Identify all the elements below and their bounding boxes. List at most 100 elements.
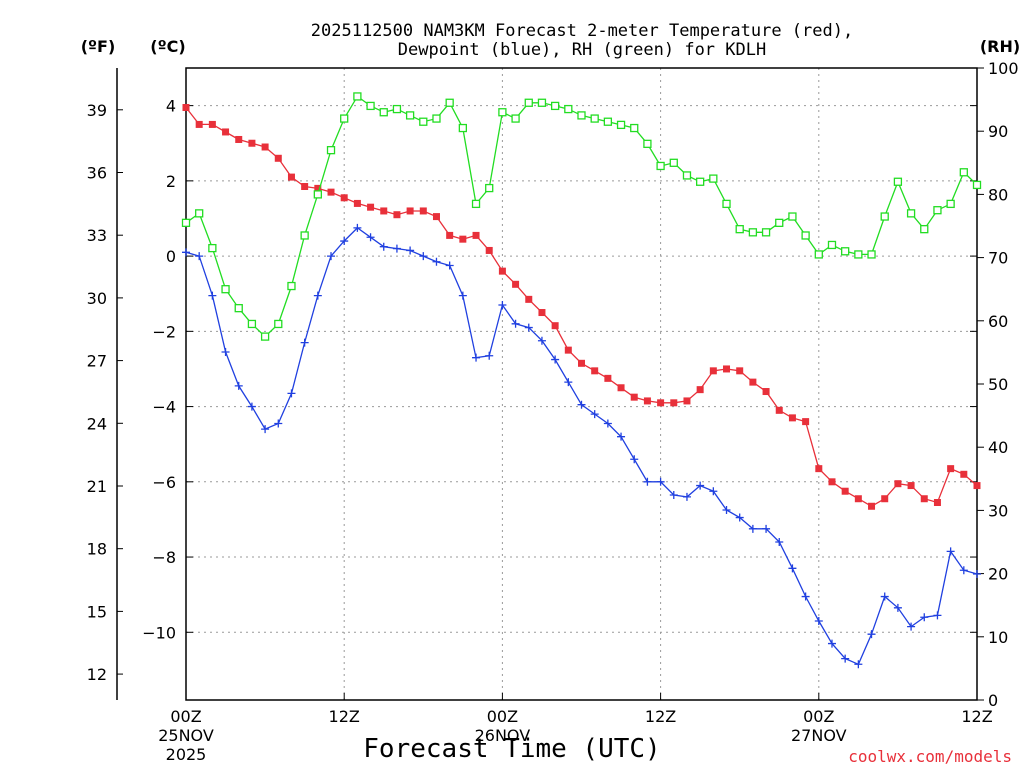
rh-point bbox=[181, 218, 191, 227]
temperature-point bbox=[894, 480, 902, 488]
temperature-point bbox=[657, 399, 665, 407]
rh-point bbox=[195, 209, 204, 218]
fahrenheit-tick-label: 24 bbox=[87, 414, 107, 433]
temperature-point bbox=[604, 374, 612, 382]
dewpoint-point bbox=[379, 242, 388, 251]
dewpoint-point bbox=[366, 233, 375, 242]
celsius-tick-label: −4 bbox=[152, 398, 176, 417]
dewpoint-point bbox=[735, 513, 744, 522]
dewpoint-point bbox=[208, 291, 217, 300]
rh-point bbox=[920, 225, 929, 234]
rh-point bbox=[880, 212, 889, 221]
temperature-point bbox=[393, 211, 401, 219]
temperature-point bbox=[854, 495, 862, 503]
temperature-point bbox=[340, 194, 348, 202]
rh-point bbox=[300, 231, 309, 240]
fahrenheit-tick-label: 30 bbox=[87, 289, 107, 308]
dewpoint-point bbox=[261, 425, 270, 434]
rh-point bbox=[524, 98, 533, 107]
temperature-point bbox=[828, 478, 836, 486]
dewpoint-point bbox=[775, 538, 784, 546]
dewpoint-point bbox=[669, 490, 678, 499]
dewpoint-point bbox=[458, 291, 467, 300]
temperature-point bbox=[630, 393, 638, 401]
dewpoint-point bbox=[841, 654, 850, 663]
dewpoint-point bbox=[827, 639, 836, 648]
dewpoint-point bbox=[524, 323, 533, 332]
grid-lines bbox=[186, 68, 977, 700]
temperature-point bbox=[736, 367, 744, 375]
dewpoint-series-line bbox=[185, 227, 978, 666]
temperature-point bbox=[578, 359, 585, 367]
fahrenheit-tick-label: 27 bbox=[87, 352, 107, 371]
dewpoint-point bbox=[893, 603, 902, 612]
dewpoint-point bbox=[392, 244, 401, 253]
temperature-point bbox=[723, 365, 731, 373]
rh-point bbox=[893, 177, 903, 186]
rh-point bbox=[722, 199, 731, 209]
dewpoint-point bbox=[617, 432, 626, 441]
dewpoint-point bbox=[300, 338, 309, 347]
rh-series-line bbox=[185, 95, 978, 338]
rh-point bbox=[906, 209, 916, 218]
temperature-point bbox=[802, 418, 810, 426]
dewpoint-point bbox=[551, 355, 560, 364]
rh-point bbox=[682, 171, 692, 180]
temperature-point bbox=[696, 386, 704, 394]
dewpoint-point bbox=[603, 419, 612, 428]
rh-point bbox=[946, 199, 955, 209]
temperature-point bbox=[841, 487, 849, 495]
dewpoint-point bbox=[195, 252, 204, 261]
rh-tick-label: 70 bbox=[988, 249, 1008, 268]
temperature-point bbox=[868, 502, 876, 510]
dewpoint-point bbox=[419, 252, 428, 261]
rh-tick-label: 100 bbox=[988, 59, 1019, 78]
fahrenheit-tick-label: 21 bbox=[87, 477, 107, 496]
dewpoint-point bbox=[406, 246, 415, 255]
credit-link[interactable]: coolwx.com/models bbox=[848, 747, 1012, 766]
data-series bbox=[181, 92, 982, 669]
fahrenheit-tick-label: 36 bbox=[87, 163, 107, 182]
fahrenheit-tick-label: 12 bbox=[87, 665, 107, 684]
rh-point bbox=[537, 98, 547, 107]
temperature-point bbox=[670, 399, 678, 407]
celsius-tick-label: −8 bbox=[152, 548, 176, 567]
celsius-tick-label: −2 bbox=[152, 322, 176, 341]
temperature-point bbox=[446, 231, 454, 239]
rh-point bbox=[801, 231, 810, 240]
rh-point bbox=[287, 281, 296, 291]
rh-point bbox=[511, 114, 520, 123]
temperature-point bbox=[314, 184, 322, 192]
temperature-point bbox=[683, 397, 691, 405]
dewpoint-point bbox=[564, 378, 573, 387]
temperature-point bbox=[406, 207, 414, 215]
rh-point bbox=[405, 111, 415, 120]
x-tick-label-date: 26NOV bbox=[475, 726, 531, 745]
rh-point bbox=[247, 319, 257, 329]
temperature-point bbox=[459, 235, 467, 243]
dewpoint-point bbox=[485, 351, 494, 360]
dewpoint-point bbox=[867, 630, 876, 639]
temperature-point bbox=[881, 495, 889, 503]
temperature-point bbox=[525, 295, 533, 303]
dewpoint-point bbox=[920, 613, 929, 622]
dewpoint-point bbox=[801, 592, 810, 601]
fahrenheit-tick-label: 15 bbox=[87, 602, 107, 621]
x-axis-title: Forecast Time (UTC) bbox=[363, 734, 660, 764]
temperature-point bbox=[815, 465, 823, 473]
temperature-point bbox=[788, 414, 796, 422]
rh-point bbox=[748, 228, 758, 237]
rh-point bbox=[867, 250, 876, 259]
rh-point bbox=[458, 123, 468, 133]
dewpoint-point bbox=[313, 291, 322, 300]
temperature-point bbox=[920, 495, 928, 503]
celsius-tick-label: −6 bbox=[152, 473, 176, 492]
temperature-point bbox=[973, 482, 981, 490]
rh-point bbox=[775, 218, 784, 227]
rh-tick-label: 10 bbox=[988, 628, 1008, 647]
rh-point bbox=[959, 168, 968, 177]
rh-point bbox=[854, 250, 863, 259]
rh-point bbox=[735, 225, 744, 234]
rh-point bbox=[550, 101, 560, 111]
temperature-point bbox=[248, 139, 256, 147]
